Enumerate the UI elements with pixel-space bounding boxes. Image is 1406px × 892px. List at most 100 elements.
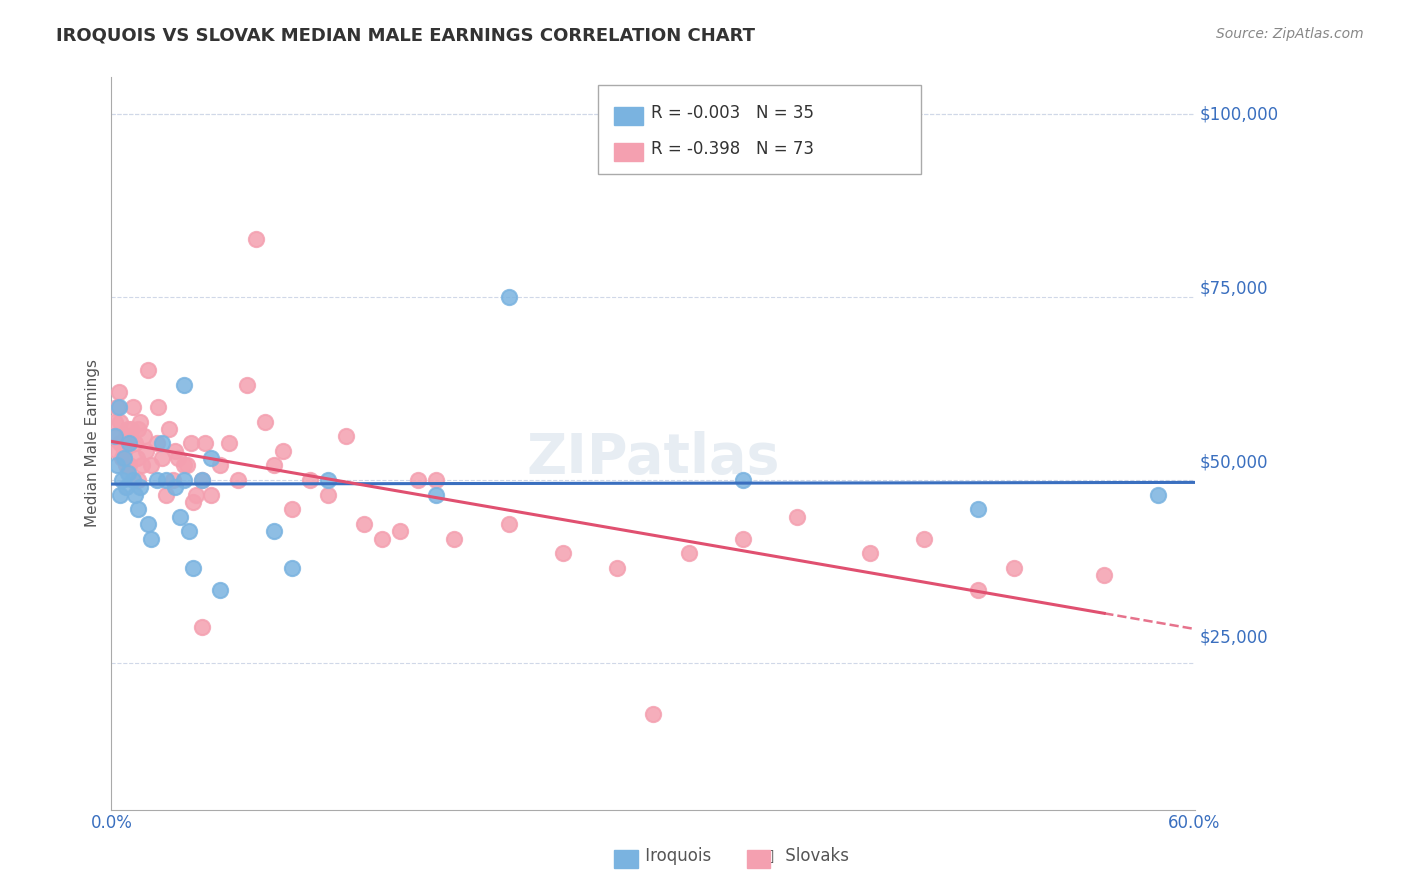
Point <box>132 429 155 443</box>
Text: □  Slovaks: □ Slovaks <box>759 847 849 865</box>
Point <box>1147 488 1170 502</box>
Point <box>112 451 135 466</box>
Point <box>967 502 990 516</box>
Point <box>124 488 146 502</box>
Point <box>118 436 141 450</box>
Point <box>115 480 138 494</box>
Point <box>177 524 200 539</box>
Point <box>139 458 162 473</box>
Point <box>115 429 138 443</box>
Point <box>190 619 212 633</box>
Point <box>408 473 430 487</box>
Point <box>298 473 321 487</box>
Point <box>145 473 167 487</box>
Point <box>122 400 145 414</box>
Point <box>136 516 159 531</box>
Point <box>107 385 129 400</box>
Point <box>1002 561 1025 575</box>
Point <box>169 509 191 524</box>
Point <box>125 451 148 466</box>
Point <box>127 502 149 516</box>
Point <box>200 451 222 466</box>
Point <box>194 436 217 450</box>
Point <box>353 516 375 531</box>
Point <box>316 473 339 487</box>
Point <box>335 429 357 443</box>
Point <box>127 422 149 436</box>
Point <box>263 458 285 473</box>
Point <box>236 378 259 392</box>
Point <box>117 422 139 436</box>
Point <box>786 509 808 524</box>
Point <box>148 400 170 414</box>
Point <box>190 473 212 487</box>
Point <box>263 524 285 539</box>
Point <box>150 451 173 466</box>
Point <box>858 546 880 560</box>
Point <box>425 488 447 502</box>
Point <box>110 415 132 429</box>
Text: □  Iroquois: □ Iroquois <box>619 847 711 865</box>
Point <box>208 458 231 473</box>
Point <box>425 473 447 487</box>
Point <box>498 516 520 531</box>
Point <box>107 400 129 414</box>
Point <box>104 429 127 443</box>
Point <box>912 532 935 546</box>
Text: Source: ZipAtlas.com: Source: ZipAtlas.com <box>1216 27 1364 41</box>
Point <box>180 436 202 450</box>
Point <box>105 443 128 458</box>
Point <box>115 458 138 473</box>
Point <box>110 488 132 502</box>
Point <box>105 400 128 414</box>
Point <box>110 436 132 450</box>
Point <box>226 473 249 487</box>
Point <box>163 480 186 494</box>
Point <box>118 458 141 473</box>
Point <box>124 436 146 450</box>
Point <box>967 582 990 597</box>
Point <box>163 443 186 458</box>
Point <box>173 473 195 487</box>
Point <box>551 546 574 560</box>
Point <box>139 532 162 546</box>
Point <box>118 436 141 450</box>
Point <box>122 473 145 487</box>
Point <box>733 473 755 487</box>
Point <box>136 363 159 377</box>
Text: R = -0.398   N = 73: R = -0.398 N = 73 <box>651 140 814 158</box>
Point <box>186 488 208 502</box>
Text: IROQUOIS VS SLOVAK MEDIAN MALE EARNINGS CORRELATION CHART: IROQUOIS VS SLOVAK MEDIAN MALE EARNINGS … <box>56 27 755 45</box>
Point <box>162 473 184 487</box>
Point <box>176 458 198 473</box>
Point <box>1092 568 1115 582</box>
Point <box>104 415 127 429</box>
Point <box>129 415 152 429</box>
Point <box>155 488 177 502</box>
Point <box>103 429 125 443</box>
Point <box>190 473 212 487</box>
Point <box>127 473 149 487</box>
Point <box>150 436 173 450</box>
Point <box>155 473 177 487</box>
Point <box>181 495 204 509</box>
Point <box>120 422 142 436</box>
Point <box>112 443 135 458</box>
Point <box>111 473 134 487</box>
Point <box>157 422 180 436</box>
Point <box>281 502 304 516</box>
Point <box>606 561 628 575</box>
Point <box>678 546 700 560</box>
Point <box>200 488 222 502</box>
Point <box>271 443 294 458</box>
Point <box>245 231 267 245</box>
Y-axis label: Median Male Earnings: Median Male Earnings <box>86 359 100 527</box>
Point <box>105 458 128 473</box>
Text: R = -0.003   N = 35: R = -0.003 N = 35 <box>651 104 814 122</box>
Point <box>181 561 204 575</box>
Point <box>145 436 167 450</box>
Point <box>641 707 664 722</box>
Point <box>218 436 240 450</box>
Point <box>173 458 195 473</box>
Point <box>111 451 134 466</box>
